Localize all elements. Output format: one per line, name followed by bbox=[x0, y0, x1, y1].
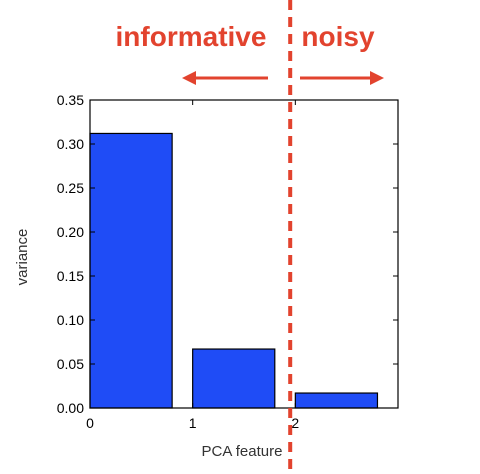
y-tick-label: 0.05 bbox=[57, 356, 84, 372]
y-tick-label: 0.15 bbox=[57, 268, 84, 284]
x-tick-label: 1 bbox=[189, 415, 197, 431]
y-tick-label: 0.35 bbox=[57, 92, 84, 108]
left-arrow-icon bbox=[182, 71, 268, 85]
y-axis-label: variance bbox=[14, 229, 31, 286]
x-tick-label: 2 bbox=[291, 415, 299, 431]
bar-2 bbox=[294, 392, 379, 409]
bar-0 bbox=[89, 132, 173, 409]
y-tick-label: 0.25 bbox=[57, 180, 84, 196]
x-tick-label: 0 bbox=[86, 415, 94, 431]
y-tick-label: 0.30 bbox=[57, 136, 84, 152]
plot-frame bbox=[89, 99, 399, 409]
bars-layer bbox=[89, 132, 379, 409]
bar-1 bbox=[192, 348, 276, 409]
y-tick-label: 0.10 bbox=[57, 312, 84, 328]
right-arrow-icon bbox=[300, 71, 384, 85]
y-tick-label: 0.00 bbox=[57, 400, 84, 416]
y-tick-label: 0.20 bbox=[57, 224, 84, 240]
left-arrow-head bbox=[182, 71, 196, 85]
ticks-layer: 0.00 0.05 0.10 0.15 0.20 0.25 0.30 0.35 0 1 2 bbox=[57, 92, 398, 431]
noisy-annotation: noisy bbox=[301, 21, 375, 52]
informative-annotation: informative bbox=[116, 21, 267, 52]
x-axis-label: PCA feature bbox=[202, 443, 283, 460]
right-arrow-head bbox=[370, 71, 384, 85]
annotation-layer: informative noisy bbox=[116, 0, 384, 474]
